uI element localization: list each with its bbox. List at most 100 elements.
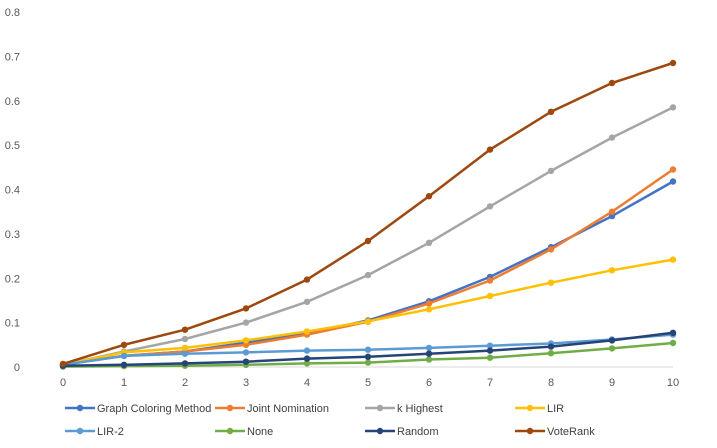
- data-point: [608, 212, 616, 220]
- data-point: [303, 276, 311, 283]
- x-tick-label: 0: [60, 377, 66, 389]
- data-point: [669, 59, 677, 67]
- series-voterank: [59, 59, 677, 368]
- legend-item: k Highest: [365, 403, 443, 415]
- data-point: [59, 360, 67, 368]
- y-tick-label: 0.1: [5, 318, 20, 330]
- data-point: [303, 298, 311, 305]
- legend-marker: [226, 404, 234, 412]
- data-point: [181, 335, 189, 343]
- x-tick-label: 4: [304, 377, 310, 389]
- data-point: [120, 361, 128, 368]
- data-point: [242, 337, 250, 344]
- legend-item: LIR-2: [65, 426, 124, 438]
- data-point: [181, 326, 189, 333]
- data-point: [425, 356, 433, 363]
- y-tick-label: 0.2: [5, 273, 20, 285]
- data-point: [303, 360, 311, 367]
- legend: Graph Coloring Method Joint Nomination k H…: [65, 403, 595, 438]
- data-point: [608, 79, 616, 87]
- x-tick-label: 1: [121, 377, 127, 389]
- y-tick-label: 0.4: [5, 185, 20, 197]
- legend-label: Graph Coloring Method: [97, 403, 211, 415]
- y-tick-label: 0.5: [5, 140, 20, 152]
- data-point: [669, 256, 677, 263]
- legend-label: LIR-2: [97, 426, 124, 438]
- data-point: [181, 350, 189, 357]
- data-point: [486, 292, 494, 300]
- data-point: [486, 146, 494, 153]
- y-tick-label: 0.7: [5, 51, 20, 63]
- legend-label: Random: [397, 426, 439, 438]
- data-point: [486, 277, 494, 284]
- x-tick-label: 9: [609, 377, 615, 389]
- legend-item: Graph Coloring Method: [65, 403, 211, 415]
- data-point: [364, 271, 372, 279]
- legend-marker: [376, 404, 384, 412]
- data-point: [242, 358, 250, 365]
- data-point: [547, 246, 555, 253]
- data-point: [547, 343, 555, 350]
- data-point: [425, 306, 433, 313]
- data-point: [486, 354, 494, 361]
- data-point: [608, 337, 616, 344]
- data-point: [425, 239, 433, 246]
- x-tick-label: 7: [487, 377, 493, 389]
- data-point: [181, 360, 189, 367]
- series-k-highest: [59, 104, 677, 368]
- legend-marker: [76, 404, 84, 412]
- legend-label: k Highest: [397, 403, 443, 415]
- y-tick-label: 0: [14, 362, 20, 374]
- data-point: [120, 341, 128, 348]
- data-point: [425, 344, 433, 352]
- data-point: [608, 134, 616, 141]
- data-point: [547, 350, 555, 357]
- data-point: [608, 267, 616, 274]
- axes-layer: 0 0.1 0.2 0.3 0.4 0.5 0.6 0.7 0.8 0 1 2 3 4 5 6 7 8 9 10: [5, 7, 679, 389]
- data-point: [303, 347, 311, 354]
- x-tick-label: 6: [426, 377, 432, 389]
- data-point: [669, 166, 677, 173]
- legend-label: VoteRank: [547, 426, 595, 438]
- data-point: [120, 352, 128, 360]
- series-layer: [59, 59, 677, 370]
- data-point: [242, 305, 250, 312]
- data-point: [425, 193, 433, 200]
- legend-item: None: [215, 426, 273, 438]
- y-tick-label: 0.3: [5, 229, 20, 241]
- legend-item: Joint Nomination: [215, 403, 329, 415]
- data-point: [608, 208, 616, 215]
- data-point: [608, 345, 616, 352]
- legend-marker: [526, 404, 534, 412]
- legend-marker: [76, 427, 84, 435]
- legend-marker: [376, 427, 384, 435]
- legend-item: VoteRank: [515, 426, 595, 438]
- data-point: [364, 359, 372, 366]
- data-point: [425, 300, 433, 307]
- y-tick-label: 0.8: [5, 7, 20, 19]
- data-point: [547, 279, 555, 286]
- legend-item: LIR: [515, 403, 564, 415]
- data-point: [303, 328, 311, 335]
- y-tick-label: 0.6: [5, 96, 20, 108]
- data-point: [425, 350, 433, 357]
- series-line: [61, 106, 675, 367]
- x-tick-label: 3: [243, 377, 249, 389]
- data-point: [364, 318, 372, 325]
- data-point: [547, 108, 555, 116]
- data-point: [669, 178, 677, 185]
- data-point: [242, 341, 250, 348]
- data-point: [364, 353, 372, 360]
- data-point: [303, 355, 311, 362]
- data-point: [242, 349, 250, 356]
- legend-label: LIR: [547, 403, 564, 415]
- series-line: [61, 168, 675, 367]
- legend-marker: [226, 427, 234, 435]
- data-point: [486, 203, 494, 210]
- x-tick-label: 8: [548, 377, 554, 389]
- legend-marker: [526, 427, 534, 435]
- legend-item: Random: [365, 426, 439, 438]
- data-point: [669, 339, 677, 347]
